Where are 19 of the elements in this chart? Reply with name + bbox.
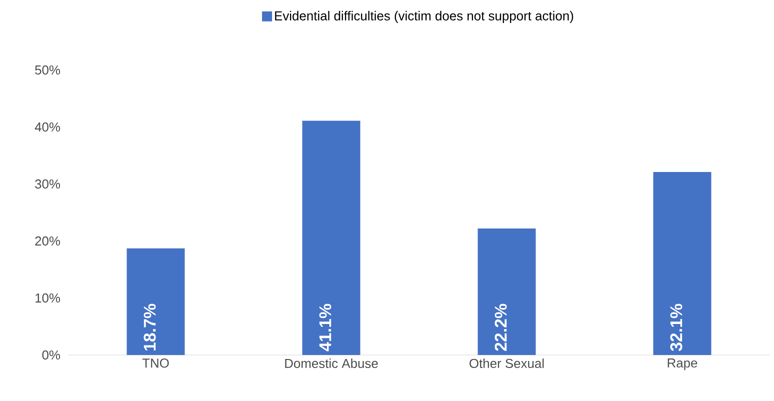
data-label: 41.1% [319, 304, 332, 352]
x-tick-label: Domestic Abuse [285, 358, 378, 368]
data-label: 32.1% [670, 304, 682, 352]
x-tick-label: Rape [668, 358, 698, 370]
data-label: 18.7% [144, 304, 156, 350]
y-tick-label: 10% [36, 293, 60, 303]
bar [302, 120, 360, 355]
y-tick-label: 40% [34, 122, 60, 132]
bar [653, 172, 712, 355]
y-tick-label: 30% [35, 179, 60, 189]
x-tick-label: Other Sexual [470, 358, 544, 368]
y-tick-label: 0% [42, 350, 60, 360]
y-tick-label: 20% [35, 236, 60, 246]
data-label: 22.2% [494, 304, 507, 351]
bar [126, 248, 185, 355]
y-tick-label: 50% [35, 65, 60, 75]
legend-label: Evidential difficulties (victim does not support action) [275, 10, 574, 24]
bar [478, 228, 536, 355]
x-tick-label: TNO [142, 358, 169, 368]
